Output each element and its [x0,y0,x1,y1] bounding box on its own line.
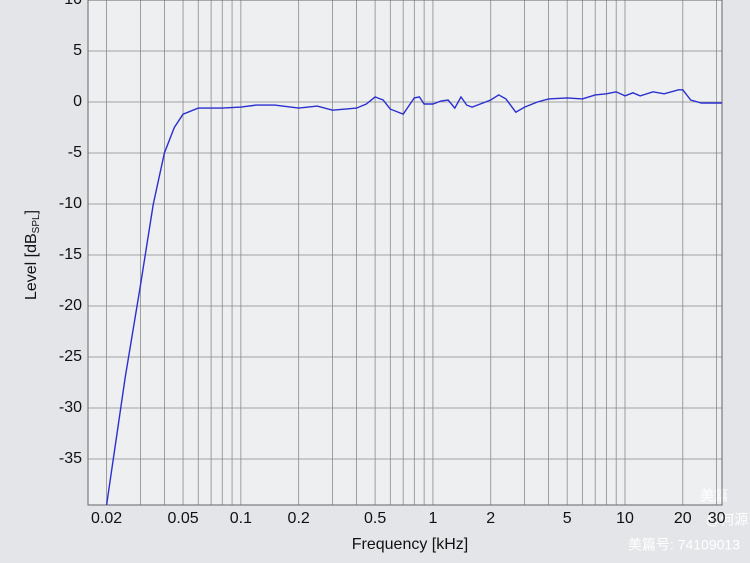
y-tick-label: -30 [59,399,82,416]
y-tick-label: 5 [73,42,82,59]
x-tick-label: 20 [674,510,692,527]
x-tick-label: 10 [616,510,634,527]
x-tick-label: 0.5 [364,510,386,527]
y-label-sub: SPL [31,214,42,233]
x-tick-label: 2 [486,510,495,527]
watermark-user: @何源 [706,512,748,528]
x-axis-label: Frequency [kHz] [352,536,468,553]
watermark-brand: 美篇 [700,488,728,504]
y-tick-label: -25 [59,348,82,365]
x-tick-label: 5 [563,510,572,527]
x-tick-label: 0.02 [91,510,122,527]
y-axis-label: Level [dBSPL] [23,210,41,300]
y-tick-label: -15 [59,246,82,263]
x-tick-label: 0.1 [230,510,252,527]
y-tick-label: 10 [64,0,82,8]
x-tick-label: 1 [428,510,437,527]
x-tick-label: 30 [708,510,726,527]
y-label-end: ] [23,210,40,214]
x-tick-label: 0.05 [167,510,198,527]
plot-border [87,0,723,506]
response-line [105,89,722,506]
y-tick-label: -35 [59,450,82,467]
x-tick-label: 0.2 [288,510,310,527]
watermark-id: 美篇号: 74109013 [628,537,740,553]
y-label-main: Level [dB [23,233,40,300]
y-tick-label: 0 [73,93,82,110]
y-tick-label: -5 [68,144,82,161]
y-tick-label: -10 [59,195,82,212]
y-tick-label: -20 [59,297,82,314]
